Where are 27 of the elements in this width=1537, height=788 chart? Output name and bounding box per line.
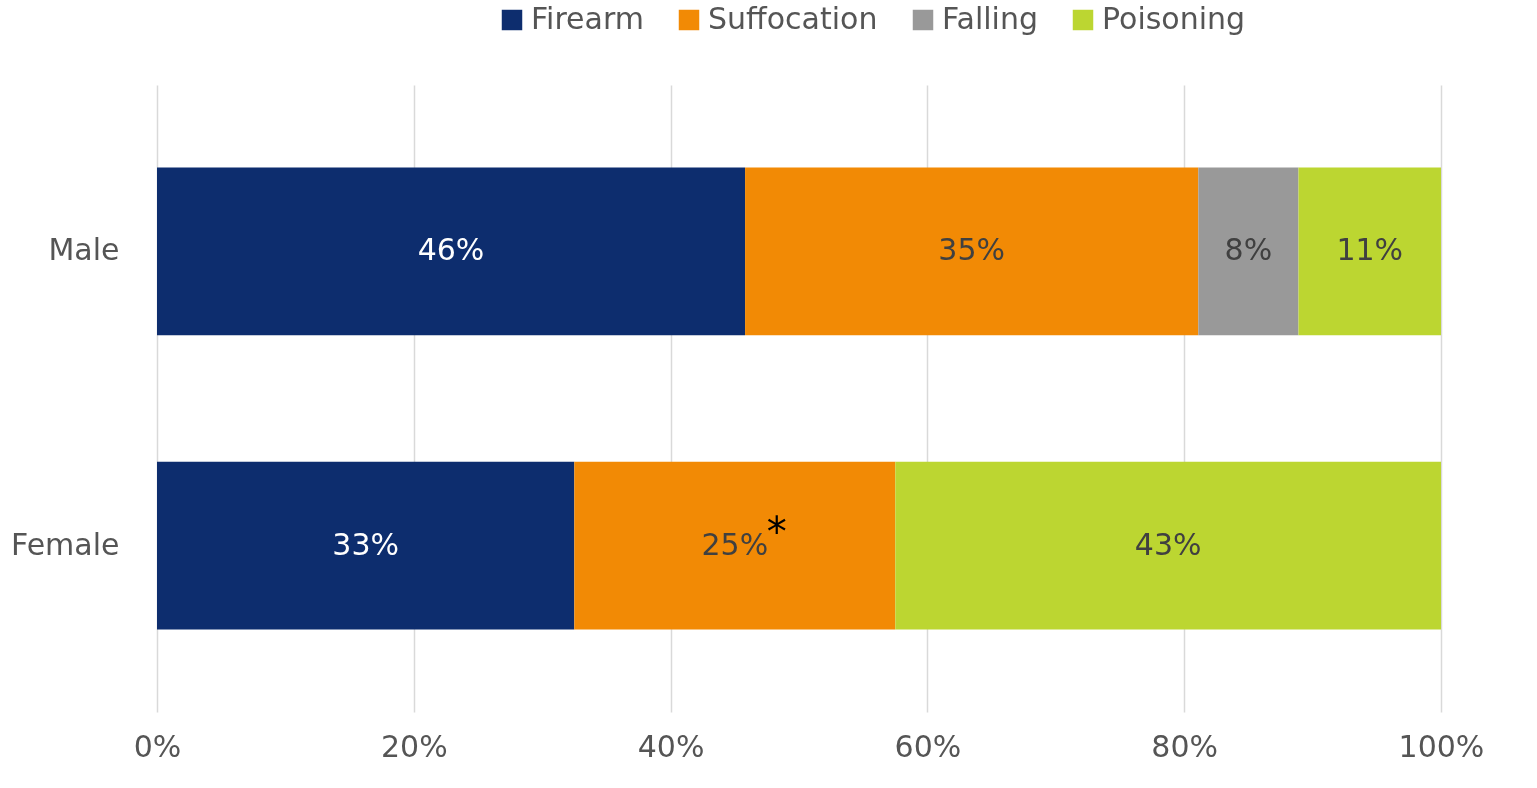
legend-label: Firearm bbox=[531, 1, 644, 36]
data-label: 8% bbox=[1224, 232, 1273, 268]
bar bbox=[1298, 167, 1441, 336]
bar bbox=[157, 461, 575, 630]
bar bbox=[745, 167, 1199, 336]
y-tick-label: Female bbox=[11, 526, 120, 562]
y-tick-label: Male bbox=[48, 232, 120, 268]
legend-label: Poisoning bbox=[1102, 1, 1246, 36]
annotation: * bbox=[766, 508, 787, 555]
data-label: 25% bbox=[701, 526, 769, 562]
data-label: 35% bbox=[938, 232, 1006, 268]
x-tick-label: 80% bbox=[1151, 728, 1219, 764]
bar bbox=[574, 461, 896, 630]
x-tick-label: 60% bbox=[894, 728, 962, 764]
bar bbox=[895, 461, 1441, 630]
data-label: 33% bbox=[332, 526, 399, 562]
x-tick-label: 0% bbox=[133, 728, 182, 764]
bar bbox=[157, 167, 746, 336]
data-label: 46% bbox=[417, 232, 485, 268]
x-tick-label: 20% bbox=[380, 728, 448, 764]
data-label: 11% bbox=[1336, 232, 1404, 268]
data-label: 43% bbox=[1134, 526, 1202, 562]
x-tick-label: 100% bbox=[1398, 728, 1485, 764]
x-tick-label: 40% bbox=[637, 728, 705, 764]
legend-label: Falling bbox=[942, 1, 1038, 36]
bar bbox=[1198, 167, 1299, 336]
legend-label: Suffocation bbox=[708, 1, 878, 36]
